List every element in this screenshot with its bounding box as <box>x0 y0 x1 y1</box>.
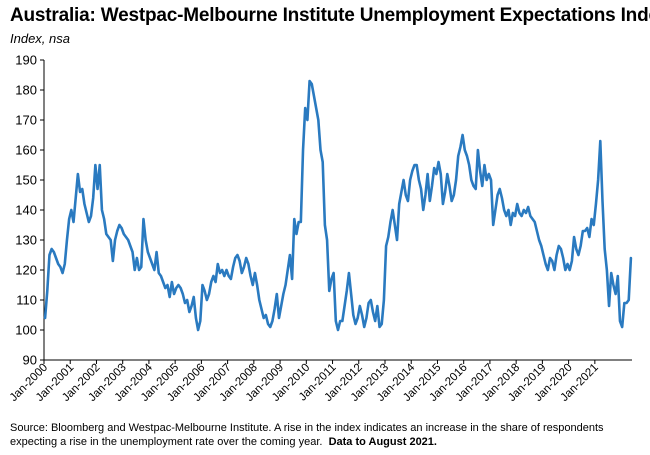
series-line <box>43 79 633 332</box>
x-axis: Jan-2000Jan-2001Jan-2002Jan-2003Jan-2004… <box>8 359 632 404</box>
y-tick-label: 180 <box>15 83 37 98</box>
source-note: Source: Bloomberg and Westpac-Melbourne … <box>10 421 640 449</box>
y-tick-label: 150 <box>15 173 37 188</box>
series <box>43 79 633 332</box>
source-text: Source: Bloomberg and Westpac-Melbourne … <box>10 422 604 448</box>
y-tick-label: 90 <box>23 353 37 368</box>
line-chart: 90 100 110 120 130 140 150 160 170 180 190 Jan-200… <box>8 53 633 404</box>
y-axis: 90 100 110 120 130 140 150 160 170 180 190 <box>15 53 45 368</box>
y-tick-label: 160 <box>15 143 37 158</box>
y-tick-label: 190 <box>15 53 37 68</box>
y-tick-label: 130 <box>15 233 37 248</box>
y-tick-label: 170 <box>15 113 37 128</box>
data-to-note: Data to August 2021. <box>328 436 437 448</box>
y-tick-label: 110 <box>16 293 37 308</box>
chart-subtitle: Index, nsa <box>10 31 70 46</box>
chart-title: Australia: Westpac-Melbourne Institute U… <box>10 5 650 26</box>
y-tick-label: 120 <box>15 263 37 278</box>
y-tick-label: 140 <box>15 203 37 218</box>
y-tick-label: 100 <box>15 323 37 338</box>
